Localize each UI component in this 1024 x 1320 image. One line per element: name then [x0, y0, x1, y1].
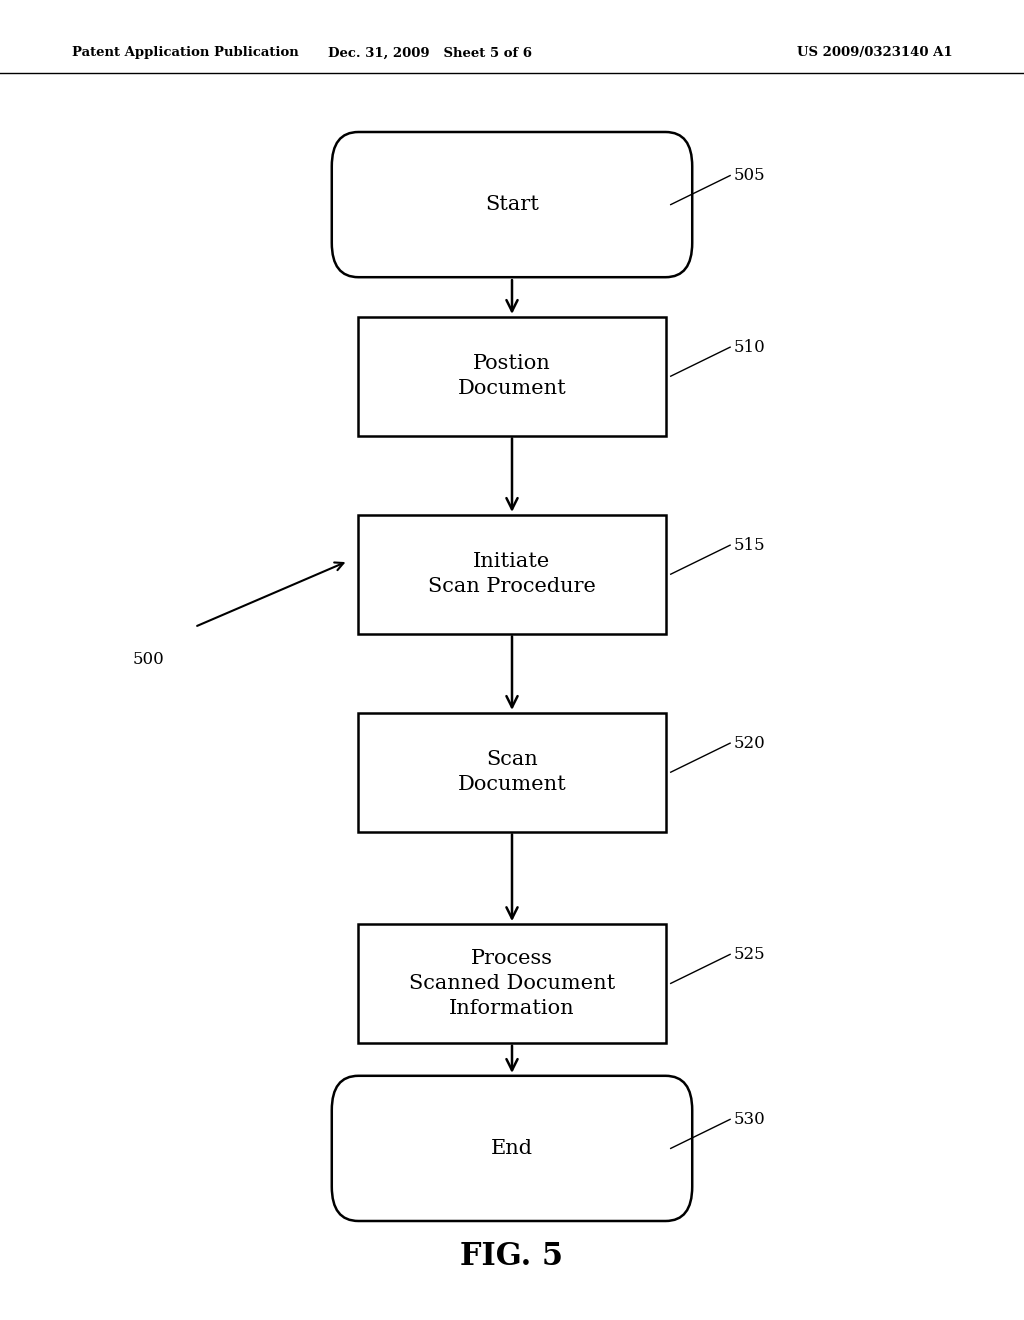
Text: US 2009/0323140 A1: US 2009/0323140 A1 — [797, 46, 952, 59]
Text: End: End — [490, 1139, 534, 1158]
Text: 500: 500 — [132, 652, 165, 668]
Bar — [358, 713, 666, 832]
Text: Scan
Document: Scan Document — [458, 750, 566, 795]
Bar — [358, 515, 666, 634]
Bar — [358, 924, 666, 1043]
Text: 520: 520 — [733, 735, 765, 751]
Bar — [358, 317, 666, 436]
Text: Initiate
Scan Procedure: Initiate Scan Procedure — [428, 552, 596, 597]
Text: 510: 510 — [733, 339, 765, 355]
Text: Dec. 31, 2009   Sheet 5 of 6: Dec. 31, 2009 Sheet 5 of 6 — [328, 46, 532, 59]
Text: 525: 525 — [733, 946, 765, 962]
Text: Process
Scanned Document
Information: Process Scanned Document Information — [409, 949, 615, 1018]
Text: Patent Application Publication: Patent Application Publication — [72, 46, 298, 59]
Text: Postion
Document: Postion Document — [458, 354, 566, 399]
Text: 530: 530 — [733, 1111, 765, 1127]
Text: FIG. 5: FIG. 5 — [461, 1241, 563, 1272]
Text: 515: 515 — [733, 537, 765, 553]
FancyBboxPatch shape — [332, 1076, 692, 1221]
Text: 505: 505 — [733, 168, 765, 183]
Text: Start: Start — [485, 195, 539, 214]
FancyBboxPatch shape — [332, 132, 692, 277]
